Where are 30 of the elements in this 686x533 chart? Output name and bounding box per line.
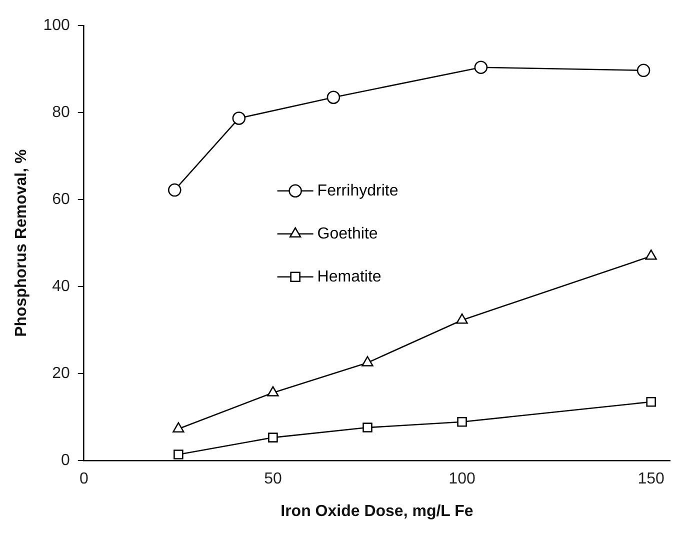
y-tick-label: 0 xyxy=(60,452,70,470)
point xyxy=(172,422,184,432)
legend-label: Ferrihydrite xyxy=(317,182,398,200)
x-tick-label: 50 xyxy=(264,470,282,488)
x-tick-label: 150 xyxy=(638,470,665,488)
x-tick-label: 0 xyxy=(79,470,88,488)
y-axis-title: Phosphorus Removal, % xyxy=(13,149,30,337)
y-tick-label: 20 xyxy=(52,365,70,382)
point xyxy=(362,356,374,366)
point xyxy=(232,112,246,125)
point xyxy=(326,90,340,104)
point xyxy=(474,60,488,74)
point xyxy=(267,386,279,396)
point xyxy=(168,183,182,197)
point xyxy=(457,416,467,427)
point xyxy=(362,422,372,432)
y-tick-label: 80 xyxy=(52,104,70,122)
point xyxy=(645,250,657,260)
point xyxy=(174,450,184,460)
x-axis-title: Iron Oxide Dose, mg/L Fe xyxy=(280,502,474,520)
y-tick-label: 60 xyxy=(52,191,70,208)
y-tick-label: 40 xyxy=(52,278,70,296)
point xyxy=(636,64,650,78)
legend-label: Hematite xyxy=(317,268,382,286)
y-tick-label: 100 xyxy=(43,17,70,34)
point xyxy=(646,396,656,407)
x-tick-label: 100 xyxy=(448,470,476,488)
point xyxy=(456,313,468,324)
legend-label: Goethite xyxy=(317,225,378,242)
point xyxy=(268,432,278,442)
